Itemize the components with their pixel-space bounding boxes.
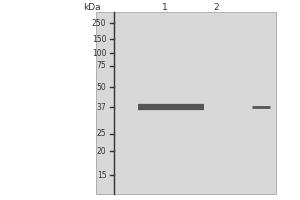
Text: 100: 100 [92, 48, 106, 58]
Text: 75: 75 [97, 62, 106, 71]
Text: 150: 150 [92, 34, 106, 44]
Text: 1: 1 [162, 3, 168, 12]
Text: 250: 250 [92, 19, 106, 27]
Text: 25: 25 [97, 130, 106, 139]
Text: 20: 20 [97, 146, 106, 156]
Text: 2: 2 [213, 3, 219, 12]
Text: 50: 50 [97, 83, 106, 92]
Text: 37: 37 [97, 102, 106, 112]
Bar [96, 12, 276, 194]
Text: kDa: kDa [83, 3, 101, 12]
Text: 15: 15 [97, 170, 106, 180]
